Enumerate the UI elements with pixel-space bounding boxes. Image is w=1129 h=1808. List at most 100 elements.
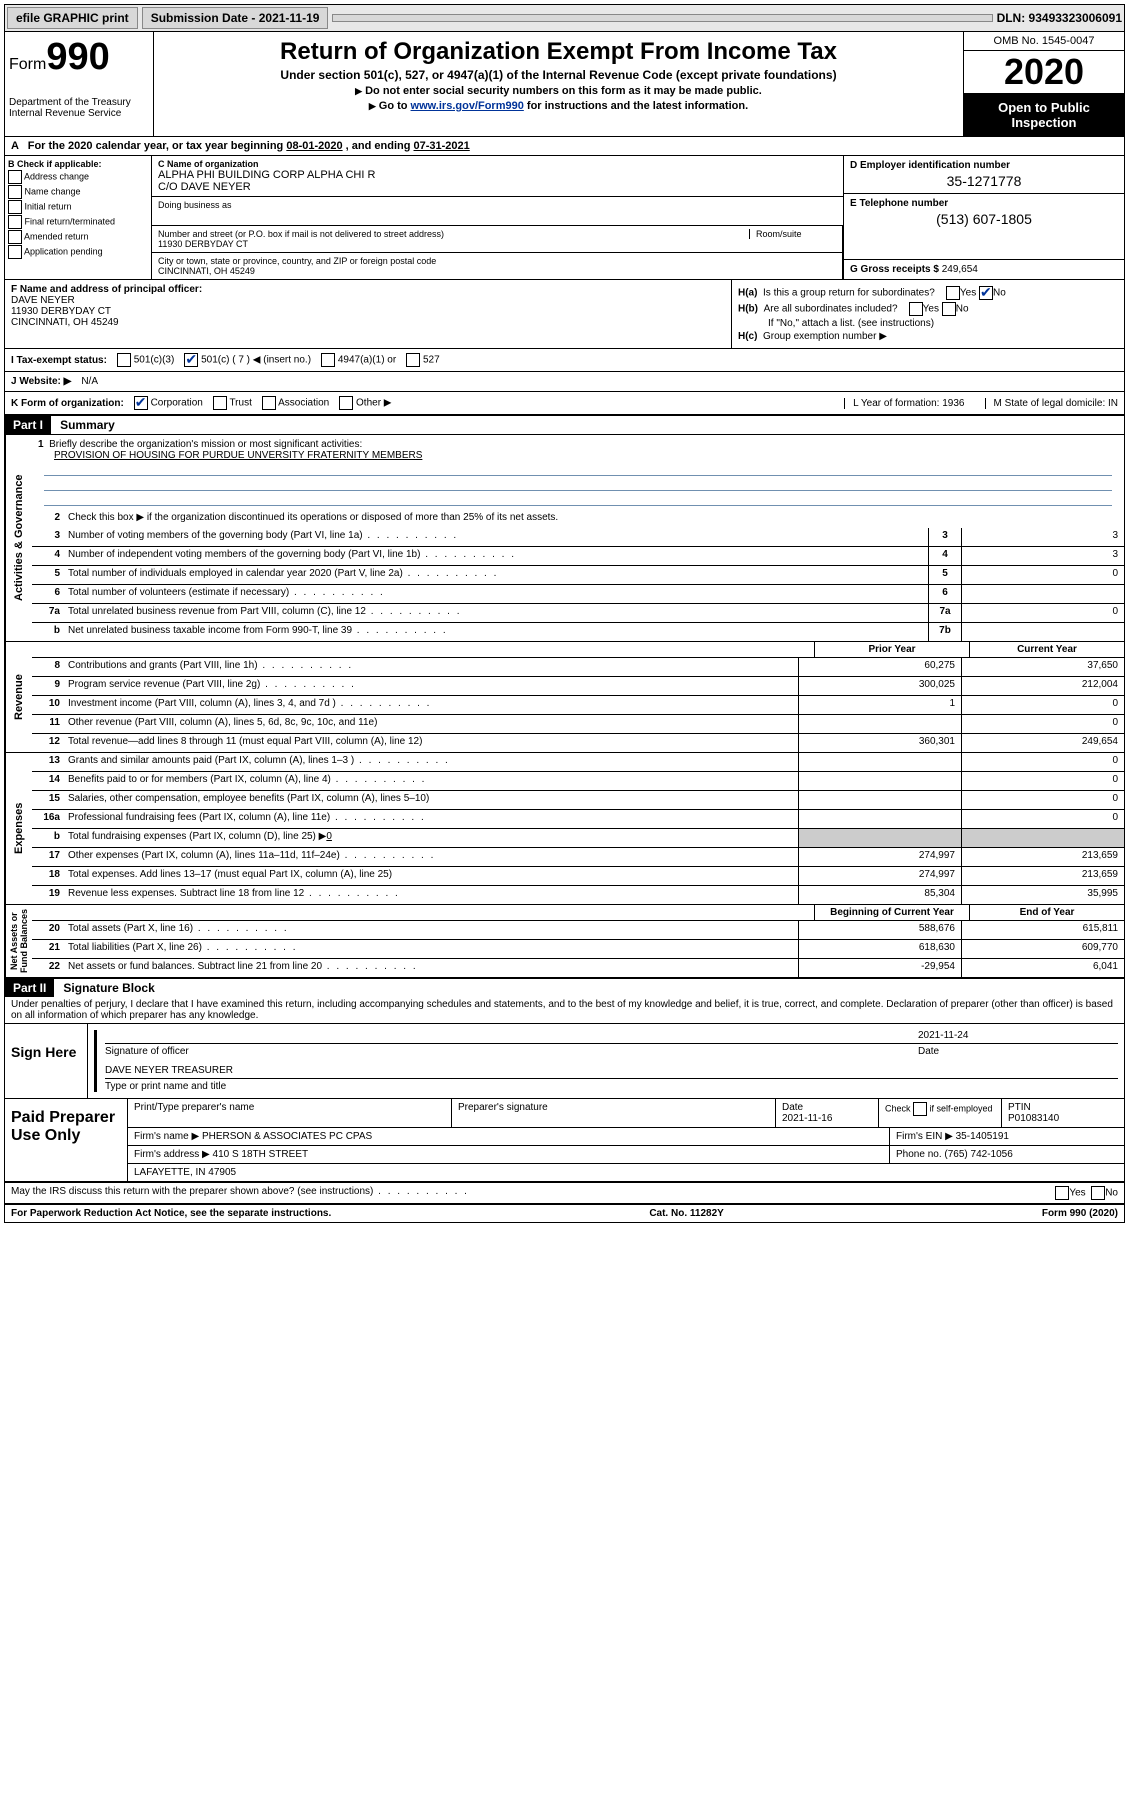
form-title-box: Return of Organization Exempt From Incom…: [154, 32, 963, 136]
firm-phone: (765) 742-1056: [944, 1149, 1012, 1160]
efile-print-button[interactable]: efile GRAPHIC print: [7, 7, 138, 29]
self-employed-checkbox[interactable]: [913, 1102, 927, 1116]
hb-no-checkbox[interactable]: [942, 302, 956, 316]
final-return-checkbox[interactable]: [8, 215, 22, 229]
discuss-text: May the IRS discuss this return with the…: [11, 1186, 1055, 1200]
line13-prior: [798, 753, 961, 771]
line14-curr: 0: [961, 772, 1124, 790]
501c-checkbox[interactable]: [184, 353, 198, 367]
hb-yes-checkbox[interactable]: [909, 302, 923, 316]
revenue-section: Revenue Prior YearCurrent Year 8Contribu…: [5, 642, 1124, 753]
governance-section: Activities & Governance 1 Briefly descri…: [5, 435, 1124, 642]
ptin-value: P01083140: [1008, 1113, 1059, 1124]
firm-name: PHERSON & ASSOCIATES PC CPAS: [202, 1131, 372, 1142]
footer-left: For Paperwork Reduction Act Notice, see …: [11, 1208, 331, 1219]
form-year-box: OMB No. 1545-0047 2020 Open to Public In…: [963, 32, 1124, 136]
line19-prior: 85,304: [798, 886, 961, 904]
firm-addr2: LAFAYETTE, IN 47905: [128, 1164, 1124, 1181]
discuss-no-checkbox[interactable]: [1091, 1186, 1105, 1200]
paid-preparer-label: Paid Preparer Use Only: [5, 1099, 128, 1181]
form-subtitle: Under section 501(c), 527, or 4947(a)(1)…: [158, 68, 959, 82]
net-assets-label: Net Assets or Fund Balances: [5, 905, 32, 977]
line19-curr: 35,995: [961, 886, 1124, 904]
line4-val: 3: [961, 547, 1124, 565]
line2-desc: Check this box ▶ if the organization dis…: [64, 510, 1124, 528]
self-employed-box: Check if self-employed: [879, 1099, 1002, 1127]
line5-val: 0: [961, 566, 1124, 584]
expenses-label: Expenses: [5, 753, 32, 904]
city-value: CINCINNATI, OH 45249: [158, 266, 836, 276]
revenue-label: Revenue: [5, 642, 32, 752]
ptin-label: PTIN: [1008, 1102, 1031, 1113]
prior-year-header: Prior Year: [814, 642, 969, 658]
irs-link[interactable]: www.irs.gov/Form990: [411, 100, 524, 112]
footer-mid: Cat. No. 11282Y: [649, 1208, 723, 1219]
year-formation: L Year of formation: 1936: [844, 398, 964, 409]
line12-prior: 360,301: [798, 734, 961, 752]
website-value: N/A: [81, 376, 98, 387]
footer-right: Form 990 (2020): [1042, 1208, 1118, 1219]
line15-curr: 0: [961, 791, 1124, 809]
toolbar-spacer: [332, 14, 992, 22]
beginning-year-header: Beginning of Current Year: [814, 905, 969, 921]
ha-yes-checkbox[interactable]: [946, 286, 960, 300]
501c3-checkbox[interactable]: [117, 353, 131, 367]
application-pending-checkbox[interactable]: [8, 245, 22, 259]
hc-label: Group exemption number ▶: [763, 331, 887, 342]
officer-signature-field[interactable]: [105, 1030, 918, 1041]
ha-no-checkbox[interactable]: [979, 286, 993, 300]
form-header: Form990 Department of the Treasury Inter…: [5, 32, 1124, 137]
sign-date: 2021-11-24: [918, 1030, 1118, 1041]
org-co: C/O DAVE NEYER: [158, 181, 837, 193]
org-form-row: K Form of organization: Corporation Trus…: [5, 392, 1124, 416]
hb-note: If "No," attach a list. (see instruction…: [738, 318, 1118, 329]
officer-typed-name: DAVE NEYER TREASURER: [105, 1065, 233, 1076]
mission-text: PROVISION OF HOUSING FOR PURDUE UNVERSIT…: [38, 450, 422, 461]
sig-date-label: Date: [918, 1046, 1118, 1057]
ein-value: 35-1271778: [850, 173, 1118, 189]
part2-header-row: Part II Signature Block: [5, 979, 1124, 997]
name-change-checkbox[interactable]: [8, 185, 22, 199]
line13-curr: 0: [961, 753, 1124, 771]
assoc-checkbox[interactable]: [262, 396, 276, 410]
line17-curr: 213,659: [961, 848, 1124, 866]
form-title: Return of Organization Exempt From Incom…: [158, 38, 959, 66]
line7b-val: [961, 623, 1124, 641]
address-change-checkbox[interactable]: [8, 170, 22, 184]
prep-sig-header: Preparer's signature: [452, 1099, 776, 1127]
submission-date-button[interactable]: Submission Date - 2021-11-19: [142, 7, 329, 29]
firm-name-label: Firm's name ▶: [134, 1131, 199, 1142]
line20-curr: 615,811: [961, 921, 1124, 939]
form-note-1: Do not enter social security numbers on …: [158, 85, 959, 97]
top-toolbar: efile GRAPHIC print Submission Date - 20…: [4, 4, 1125, 32]
part1-title: Summary: [54, 416, 121, 434]
part2-badge: Part II: [5, 979, 54, 997]
end-year-header: End of Year: [969, 905, 1124, 921]
corp-checkbox[interactable]: [134, 396, 148, 410]
group-return-box: H(a) Is this a group return for subordin…: [732, 280, 1124, 348]
line4-desc: Number of independent voting members of …: [64, 547, 928, 565]
line1-desc: Briefly describe the organization's miss…: [49, 439, 362, 450]
dept-label: Department of the Treasury Internal Reve…: [9, 97, 149, 119]
other-checkbox[interactable]: [339, 396, 353, 410]
name-address-box: C Name of organization ALPHA PHI BUILDIN…: [152, 156, 843, 279]
gross-receipts-label: G Gross receipts $: [850, 264, 942, 275]
line7b-desc: Net unrelated business taxable income fr…: [64, 623, 928, 641]
tax-status-row: I Tax-exempt status: 501(c)(3) 501(c) ( …: [5, 349, 1124, 372]
amended-return-checkbox[interactable]: [8, 230, 22, 244]
initial-return-checkbox[interactable]: [8, 200, 22, 214]
line8-prior: 60,275: [798, 658, 961, 676]
form-note-2: Go to www.irs.gov/Form990 for instructio…: [158, 100, 959, 112]
penalty-text: Under penalties of perjury, I declare th…: [5, 997, 1124, 1024]
4947-checkbox[interactable]: [321, 353, 335, 367]
discuss-yes-checkbox[interactable]: [1055, 1186, 1069, 1200]
sig-label: Signature of officer: [105, 1046, 918, 1057]
officer-box: F Name and address of principal officer:…: [5, 280, 732, 348]
entity-info-row: B Check if applicable: Address change Na…: [5, 156, 1124, 280]
paid-preparer-section: Paid Preparer Use Only Print/Type prepar…: [5, 1099, 1124, 1183]
line18-prior: 274,997: [798, 867, 961, 885]
trust-checkbox[interactable]: [213, 396, 227, 410]
part1-header-row: Part I Summary: [5, 416, 1124, 435]
section-b-label: B Check if applicable:: [8, 159, 148, 169]
527-checkbox[interactable]: [406, 353, 420, 367]
